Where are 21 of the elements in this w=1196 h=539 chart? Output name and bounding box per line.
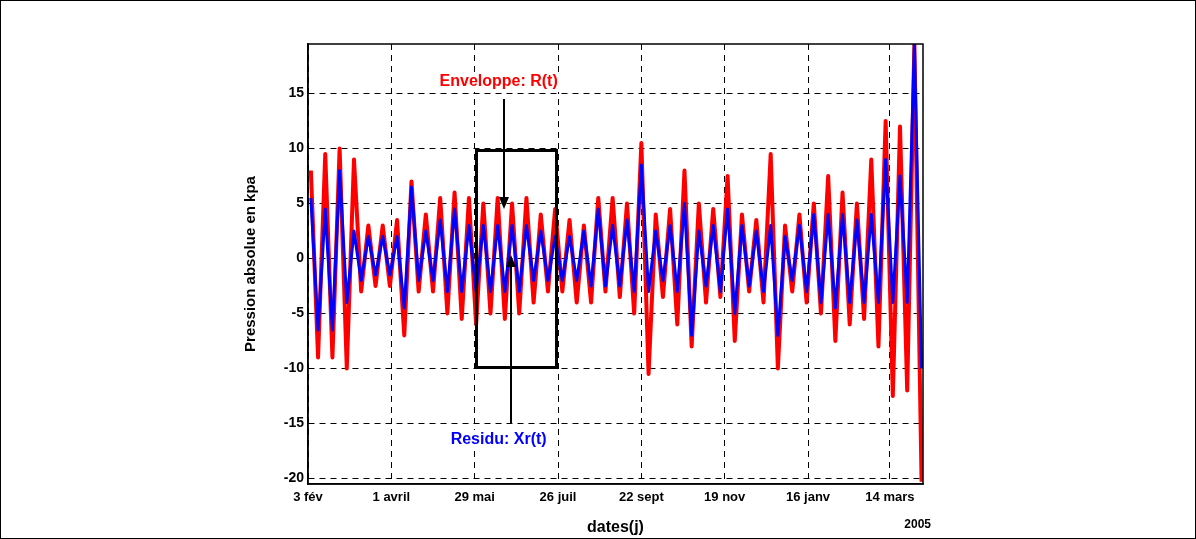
y-tick-label: -5 <box>291 304 305 321</box>
x-tick-label: 22 sept <box>618 489 665 505</box>
x-tick-label: 26 juil <box>539 489 577 505</box>
y-tick-label: 15 <box>288 84 305 101</box>
y-tick-label: -10 <box>283 359 305 376</box>
text: Residu: Xr(t) <box>450 430 547 448</box>
y-tick-label: -20 <box>283 469 305 486</box>
text: Enveloppe: R(t) <box>439 72 558 90</box>
y-tick-label: 0 <box>296 249 305 266</box>
x-tick-label: 3 fév <box>293 489 324 505</box>
y-tick-label: -15 <box>283 414 305 431</box>
y-axis-title: Pression absolue en kpa <box>241 175 259 352</box>
x-tick-label: 1 avril <box>372 489 411 505</box>
x-tick-label: 14 mars <box>865 489 915 505</box>
y-tick-label: 5 <box>296 194 305 211</box>
x-axis-title: dates(j) <box>587 517 644 535</box>
text: 2005 <box>904 517 932 532</box>
x-tick-label: 29 mai <box>454 489 495 505</box>
x-tick-label: 16 janv <box>786 489 831 505</box>
y-tick-label: 10 <box>288 139 305 156</box>
x-tick-label: 19 nov <box>704 489 747 505</box>
